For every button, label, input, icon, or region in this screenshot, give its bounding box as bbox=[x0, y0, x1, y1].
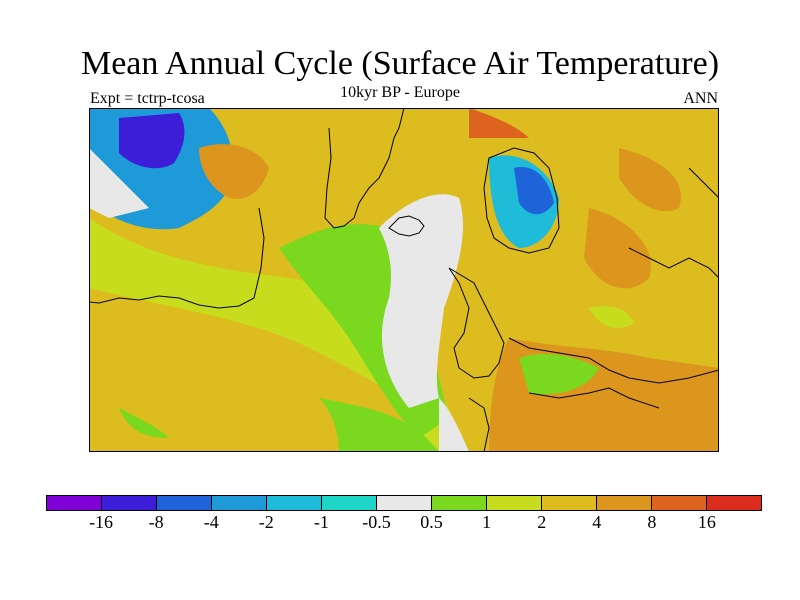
colorbar-swatch bbox=[102, 496, 157, 510]
colorbar-label: -2 bbox=[258, 512, 274, 532]
colorbar-swatch bbox=[377, 496, 432, 510]
colorbar-label: 4 bbox=[592, 512, 602, 532]
colorbar-label: -4 bbox=[203, 512, 219, 532]
map-frame bbox=[89, 108, 719, 452]
colorbar-label: -1 bbox=[313, 512, 329, 532]
black-sea-coast bbox=[628, 247, 719, 279]
med-green-1 bbox=[519, 353, 599, 395]
colorbar-swatch bbox=[267, 496, 322, 510]
greenland-coast bbox=[89, 207, 265, 309]
iberia-coast bbox=[468, 397, 490, 452]
med-mild bbox=[589, 306, 634, 328]
small-green-patch bbox=[119, 408, 169, 438]
greenland-very-cold bbox=[119, 113, 185, 169]
experiment-label: Expt = tctrp-tcosa bbox=[90, 90, 205, 107]
colorbar-label: -16 bbox=[89, 512, 114, 532]
britain-coast bbox=[448, 267, 505, 379]
east-coast bbox=[688, 167, 719, 199]
greenland-neutral bbox=[89, 148, 149, 218]
colorbar-label: 16 bbox=[697, 512, 716, 532]
colorbar-swatch bbox=[322, 496, 377, 510]
colorbar-swatch bbox=[212, 496, 267, 510]
colorbar-label: 1 bbox=[482, 512, 492, 532]
baltic-very-cold bbox=[514, 167, 554, 215]
scandinavia-coast bbox=[483, 147, 560, 254]
colorbar-swatch bbox=[157, 496, 212, 510]
chart-title: Mean Annual Cycle (Surface Air Temperatu… bbox=[80, 45, 720, 82]
colorbar-label: -0.5 bbox=[362, 512, 391, 532]
warm-patch-2 bbox=[584, 208, 651, 289]
colorbar-swatch bbox=[652, 496, 707, 510]
temperature-map bbox=[89, 108, 719, 452]
warm-patch-3 bbox=[619, 148, 681, 212]
colorbar-swatch bbox=[432, 496, 487, 510]
neutral-south bbox=[439, 398, 469, 452]
colorbar-swatch bbox=[47, 496, 102, 510]
iceland-coast bbox=[324, 108, 405, 229]
colorbar-label: 8 bbox=[647, 512, 657, 532]
coastlines bbox=[89, 108, 719, 452]
colorbar-swatch bbox=[487, 496, 542, 510]
hot-patch bbox=[469, 108, 529, 138]
colorbar-label: 2 bbox=[537, 512, 547, 532]
colorbar bbox=[46, 495, 762, 511]
neutral-north-sea bbox=[379, 194, 464, 408]
colorbar-swatch bbox=[597, 496, 652, 510]
med-south-coast bbox=[528, 387, 660, 409]
chart-subtitle: 10kyr BP - Europe bbox=[340, 84, 460, 101]
season-label: ANN bbox=[683, 90, 718, 107]
colorbar-label: 0.5 bbox=[420, 512, 443, 532]
colorbar-swatch bbox=[707, 496, 761, 510]
colorbar-label: -8 bbox=[148, 512, 164, 532]
med-north-coast bbox=[508, 337, 719, 384]
faroe-coast bbox=[388, 215, 425, 237]
warm-patch-1 bbox=[199, 144, 269, 199]
colorbar-swatch bbox=[542, 496, 597, 510]
ocean-low-south bbox=[319, 398, 439, 452]
